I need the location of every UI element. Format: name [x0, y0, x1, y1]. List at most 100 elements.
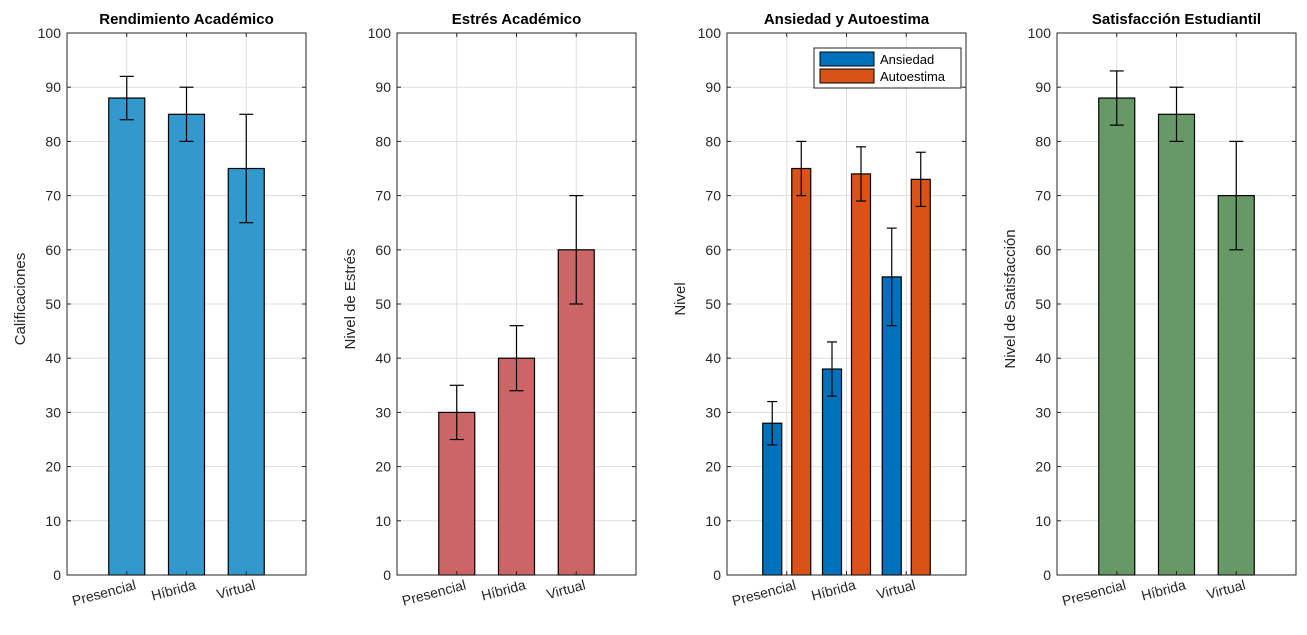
y-axis-label: Calificaciones: [12, 253, 29, 346]
legend-swatch-ansiedad: [819, 51, 875, 67]
y-tick-label: 10: [705, 513, 721, 529]
y-tick-label: 30: [705, 404, 721, 420]
error-bar-virtual-ansiedad: [886, 227, 897, 327]
chart-title: Satisfacción Estudiantil: [1092, 11, 1261, 28]
error-bar-presencial-autoestima: [796, 140, 807, 197]
y-tick-label: 100: [368, 25, 392, 41]
bar-hibrida-ansiedad: [821, 368, 843, 576]
bar-hibrida: [1157, 113, 1196, 576]
bar-presencial: [1098, 97, 1136, 576]
bar-presencial-autoestima: [791, 167, 812, 576]
error-bar-virtual-autoestima: [915, 151, 926, 208]
error-bar-presencial: [119, 75, 134, 121]
error-bar-hibrida-autoestima: [856, 146, 866, 202]
y-tick-label: 70: [1035, 188, 1051, 204]
y-tick-label: 100: [38, 25, 62, 41]
y-axis-label: Nivel: [672, 282, 689, 315]
chart-title: Estrés Académico: [452, 11, 582, 28]
y-tick-label: 50: [45, 296, 61, 312]
y-tick-label: 20: [375, 459, 391, 475]
y-tick-label: 0: [383, 567, 391, 583]
x-tick-label-hibrida: Híbrida: [480, 576, 528, 603]
error-bar-hibrida: [509, 325, 524, 392]
y-tick-label: 20: [705, 459, 721, 475]
y-tick-label: 70: [705, 188, 721, 204]
y-tick-label: 50: [1035, 296, 1051, 312]
bar-hibrida: [167, 113, 206, 576]
error-bar-hibrida-ansiedad: [827, 341, 837, 397]
chart-estres-academico: 0 10 20 30 40 50 60 70 80 90 100 Presencial Híbrida V…: [342, 11, 637, 609]
y-tick-label: 40: [45, 350, 61, 366]
bar-hibrida-autoestima: [850, 173, 872, 576]
legend-label-autoestima: Autoestima: [880, 69, 946, 84]
y-tick-label: 90: [1035, 79, 1051, 95]
error-bar-virtual: [239, 113, 254, 224]
error-bar-presencial: [449, 384, 464, 441]
bar-presencial-ansiedad: [762, 422, 783, 576]
y-tick-label: 40: [1035, 350, 1051, 366]
error-bar-hibrida: [1169, 86, 1184, 142]
x-tick-label-hibrida: Híbrida: [1140, 576, 1188, 603]
y-tick-label: 80: [705, 133, 721, 149]
y-tick-label: 0: [713, 567, 721, 583]
y-tick-label: 20: [45, 459, 61, 475]
bar-virtual-autoestima: [910, 178, 931, 576]
y-tick-label: 60: [1035, 242, 1051, 258]
legend-swatch-autoestima: [819, 68, 875, 84]
y-tick-label: 90: [375, 79, 391, 95]
x-tick-label-presencial: Presencial: [400, 576, 467, 608]
bar-virtual: [227, 167, 265, 576]
bar-virtual: [1217, 195, 1255, 576]
y-tick-label: 80: [45, 133, 61, 149]
x-tick-label-presencial: Presencial: [730, 576, 797, 608]
y-tick-label: 0: [53, 567, 61, 583]
y-tick-label: 30: [375, 404, 391, 420]
x-tick-label-presencial: Presencial: [70, 576, 137, 608]
y-tick-label: 100: [698, 25, 722, 41]
y-tick-label: 50: [705, 296, 721, 312]
y-tick-label: 40: [705, 350, 721, 366]
y-tick-label: 70: [375, 188, 391, 204]
error-bar-presencial: [1109, 70, 1124, 126]
y-tick-label: 80: [1035, 133, 1051, 149]
x-tick-label-hibrida: Híbrida: [810, 576, 858, 603]
x-tick-label-virtual: Virtual: [545, 576, 587, 602]
y-tick-label: 90: [45, 79, 61, 95]
y-tick-label: 10: [45, 513, 61, 529]
x-tick-label-virtual: Virtual: [1205, 576, 1247, 602]
y-tick-label: 30: [1035, 404, 1051, 420]
bar-hibrida: [497, 357, 536, 576]
error-bar-presencial-ansiedad: [767, 400, 778, 446]
error-bar-virtual: [569, 195, 584, 305]
error-bar-hibrida: [179, 86, 194, 142]
y-tick-label: 90: [705, 79, 721, 95]
bar-presencial: [108, 97, 146, 576]
chart-ansiedad-autoestima: 0 10 20 30 40 50 60 70 80 90 100 Presencial Híbrida V…: [672, 11, 967, 609]
y-axis-label: Nivel de Satisfacción: [1002, 229, 1019, 368]
y-tick-label: 80: [375, 133, 391, 149]
y-tick-label: 50: [375, 296, 391, 312]
y-tick-label: 60: [705, 242, 721, 258]
x-tick-label-hibrida: Híbrida: [150, 576, 198, 603]
legend-label-ansiedad: Ansiedad: [880, 52, 934, 67]
legend: Ansiedad Autoestima: [813, 47, 962, 89]
x-tick-label-virtual: Virtual: [875, 576, 917, 602]
x-tick-label-presencial: Presencial: [1060, 576, 1127, 608]
y-tick-label: 10: [375, 513, 391, 529]
chart-rendimiento-academico: 0 10 20 30 40 50 60 70 80 90 100 Presencial Híbrida V…: [12, 11, 307, 609]
y-tick-label: 20: [1035, 459, 1051, 475]
y-tick-label: 100: [1028, 25, 1052, 41]
y-tick-label: 30: [45, 404, 61, 420]
chart-title: Rendimiento Académico: [99, 11, 273, 28]
y-tick-label: 40: [375, 350, 391, 366]
x-tick-label-virtual: Virtual: [215, 576, 257, 602]
y-tick-label: 10: [1035, 513, 1051, 529]
y-axis-label: Nivel de Estrés: [342, 249, 359, 350]
chart-satisfaccion-estudiantil: 0 10 20 30 40 50 60 70 80 90 100 Presencial Híbrida V…: [1002, 11, 1297, 609]
y-tick-label: 0: [1043, 567, 1051, 583]
error-bar-virtual: [1229, 140, 1244, 251]
y-tick-label: 60: [45, 242, 61, 258]
y-tick-label: 70: [45, 188, 61, 204]
y-tick-label: 60: [375, 242, 391, 258]
